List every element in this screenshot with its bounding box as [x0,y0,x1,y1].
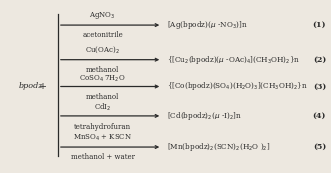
Text: (4): (4) [313,112,326,120]
Text: +: + [39,82,47,91]
Text: Cu(OAc)$_2$: Cu(OAc)$_2$ [85,45,120,55]
Text: methanol + water: methanol + water [71,153,135,161]
Text: CoSO$_4$ 7H$_2$O: CoSO$_4$ 7H$_2$O [79,74,126,84]
Text: (1): (1) [312,21,326,29]
Text: (5): (5) [313,143,326,151]
Text: {[Co(bpodz)(SO$_4$)(H$_2$O)$_3$](CH$_3$OH)$_2$}n: {[Co(bpodz)(SO$_4$)(H$_2$O)$_3$](CH$_3$O… [167,80,308,93]
Text: methanol: methanol [86,93,119,101]
Text: (2): (2) [313,56,326,64]
Text: [Mn(bpodz)$_2$(SCN)$_2$(H$_2$O )$_2$]: [Mn(bpodz)$_2$(SCN)$_2$(H$_2$O )$_2$] [167,141,271,153]
Text: bpodz: bpodz [18,83,43,90]
Text: MnSO$_4$ + KSCN: MnSO$_4$ + KSCN [73,133,132,143]
Text: CdI$_2$: CdI$_2$ [94,102,111,113]
Text: [Cd(bpodz)$_2$($\mu$ -I)$_2$]n: [Cd(bpodz)$_2$($\mu$ -I)$_2$]n [167,110,242,122]
Text: methanol: methanol [86,66,119,74]
Text: {[Cu$_2$(bpodz)($\mu$ -OAc)$_4$](CH$_3$OH)$_2$}n: {[Cu$_2$(bpodz)($\mu$ -OAc)$_4$](CH$_3$O… [167,54,301,66]
Text: AgNO$_3$: AgNO$_3$ [89,10,116,21]
Text: [Ag(bpodz)($\mu$ -NO$_3$)]n: [Ag(bpodz)($\mu$ -NO$_3$)]n [167,19,248,31]
Text: (3): (3) [313,83,326,90]
Text: acetonitrile: acetonitrile [82,31,123,39]
Text: tetrahydrofuran: tetrahydrofuran [74,123,131,131]
